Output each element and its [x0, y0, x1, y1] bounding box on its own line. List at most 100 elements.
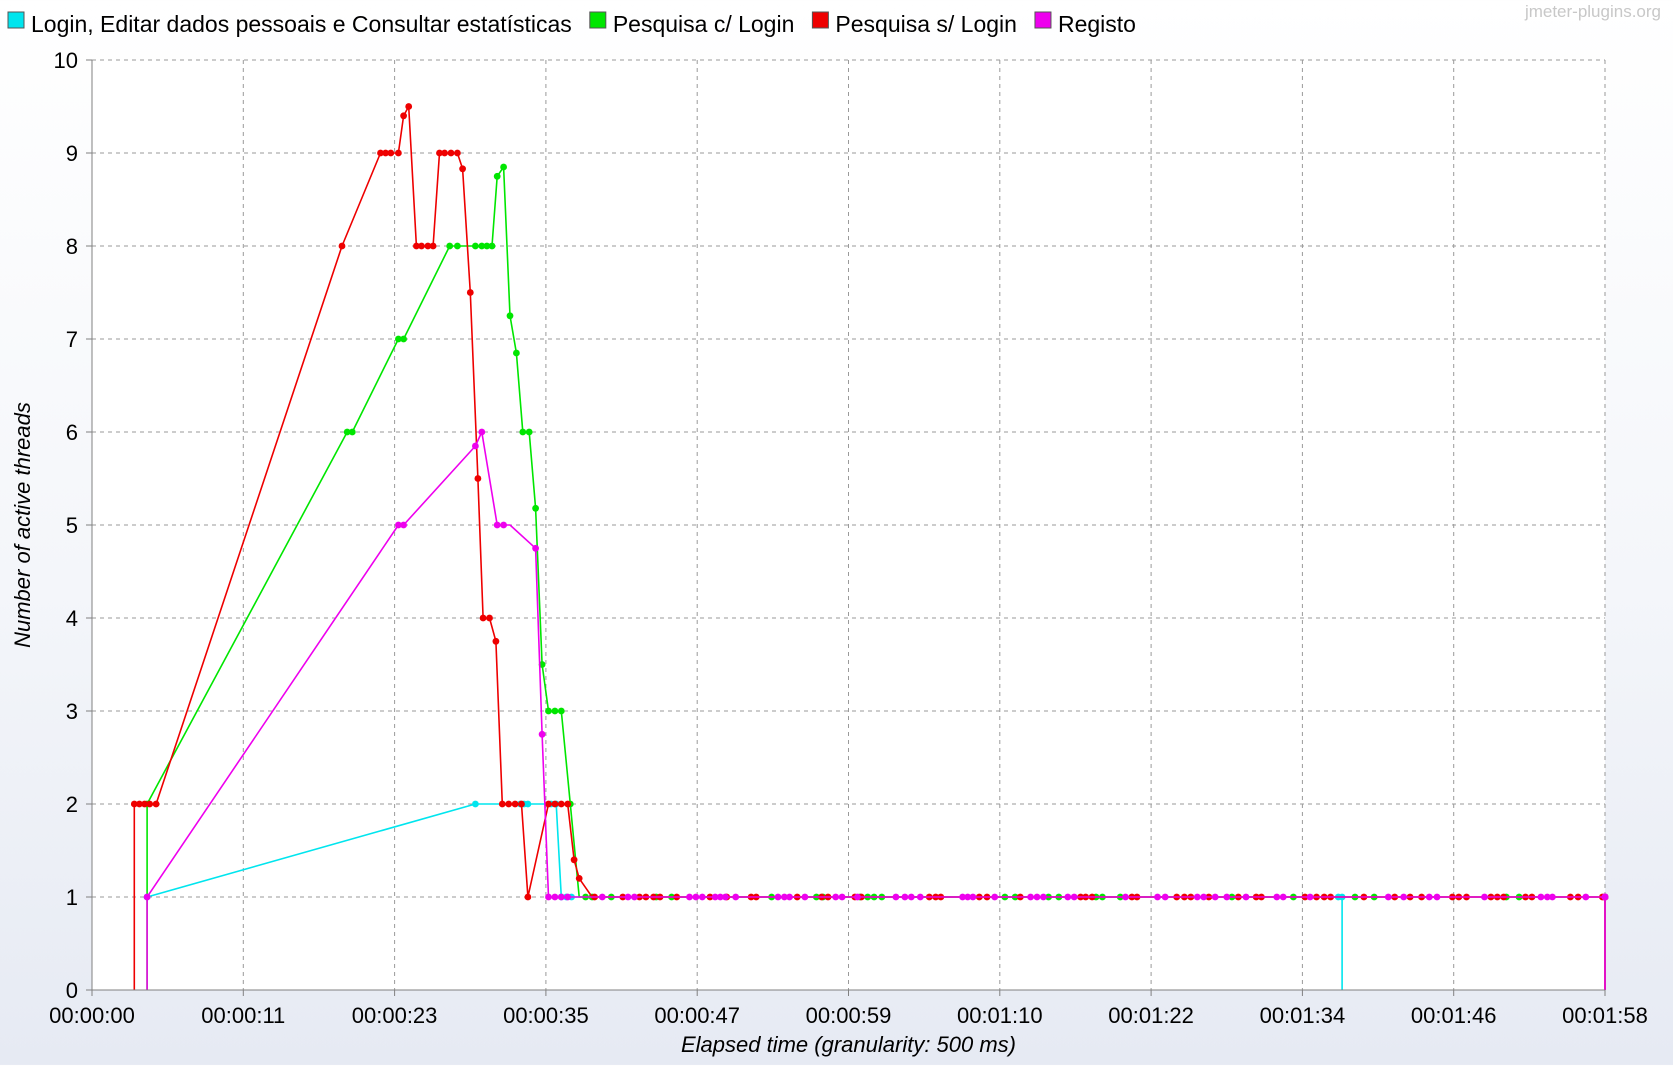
y-tick-label: 8 [66, 234, 78, 259]
data-point [400, 521, 407, 529]
legend-item-4[interactable]: Registo [1034, 11, 1136, 37]
data-point [1223, 893, 1231, 901]
data-point [395, 521, 402, 529]
data-point [141, 800, 149, 808]
data-point [395, 335, 402, 343]
series-layer [130, 103, 1609, 990]
data-point [400, 112, 407, 120]
data-point [551, 800, 559, 808]
data-point [1306, 893, 1314, 901]
data-point [454, 242, 461, 250]
data-point [698, 893, 706, 901]
legend-item-2[interactable]: Pesquisa c/ Login [589, 11, 795, 37]
data-point [1211, 893, 1219, 901]
x-tick-label: 00:00:35 [503, 1003, 589, 1028]
data-point [1601, 893, 1609, 901]
data-point [486, 614, 493, 622]
data-point [532, 544, 539, 552]
data-point [1242, 893, 1250, 901]
data-point [1200, 893, 1208, 901]
data-point [598, 893, 606, 901]
data-point [1549, 893, 1556, 901]
y-tick-label: 6 [66, 420, 78, 445]
data-point [506, 312, 514, 320]
y-tick-label: 2 [66, 792, 78, 817]
y-tick-label: 0 [66, 978, 78, 1003]
data-point [1273, 893, 1281, 901]
data-point [545, 893, 552, 901]
data-point [492, 637, 500, 645]
gridlines [92, 59, 1606, 990]
x-tick-label: 00:01:46 [1411, 1003, 1497, 1028]
data-point [1040, 893, 1047, 901]
y-tick-label: 1 [66, 885, 78, 910]
data-point [1582, 893, 1590, 901]
y-tick-label: 10 [54, 48, 78, 73]
data-point [1279, 893, 1287, 901]
data-point [575, 875, 583, 882]
data-point [557, 800, 565, 808]
data-point [692, 893, 700, 901]
data-point [505, 800, 513, 808]
data-point [781, 893, 788, 901]
x-tick-label: 00:00:47 [654, 1003, 740, 1028]
data-point [557, 893, 565, 901]
data-point [424, 242, 432, 250]
data-point [152, 800, 160, 808]
data-point [488, 242, 496, 250]
data-point [143, 893, 151, 901]
x-axis-title: Elapsed time (granularity: 500 ms) [681, 1032, 1016, 1057]
series-4 [143, 428, 1609, 990]
data-point [146, 800, 154, 808]
data-point [1543, 893, 1551, 901]
data-point [959, 893, 966, 901]
data-point [525, 428, 533, 436]
data-point [454, 149, 461, 157]
data-point [557, 707, 565, 715]
data-point [686, 893, 693, 901]
legend-swatch [589, 11, 607, 29]
data-point [570, 856, 578, 864]
data-point [801, 893, 809, 901]
data-point [1161, 893, 1169, 901]
data-point [500, 521, 507, 529]
data-point [545, 707, 552, 715]
data-point [348, 428, 356, 436]
x-tick-label: 00:01:34 [1260, 1003, 1346, 1028]
data-point [511, 800, 519, 808]
y-tick-label: 9 [66, 141, 78, 166]
data-point [532, 504, 539, 512]
legend-item-1[interactable]: Login, Editar dados pessoais e Consultar… [7, 11, 572, 37]
series-3 [130, 103, 1609, 990]
data-point [1154, 893, 1161, 901]
data-point [1064, 893, 1072, 901]
x-tick-label: 00:00:11 [201, 1003, 285, 1028]
data-point [1384, 893, 1392, 901]
data-point [343, 428, 351, 436]
data-point [418, 242, 425, 250]
data-point [493, 172, 501, 180]
y-tick-label: 4 [66, 606, 78, 631]
data-point [338, 242, 346, 250]
data-point [474, 475, 482, 482]
data-point [513, 349, 520, 357]
data-point [479, 614, 487, 622]
data-point [413, 242, 420, 250]
data-point [732, 893, 740, 901]
data-point [564, 893, 572, 901]
data-point [466, 289, 474, 296]
data-point [441, 149, 448, 157]
data-point [524, 800, 532, 808]
data-point [1122, 893, 1129, 901]
data-point [907, 893, 915, 901]
data-point [136, 800, 143, 808]
data-point [1425, 893, 1433, 901]
x-tick-label: 00:01:10 [957, 1003, 1043, 1028]
data-point [631, 893, 638, 901]
legend-label: Pesquisa s/ Login [835, 11, 1017, 37]
data-point [1433, 893, 1441, 901]
data-point [722, 893, 729, 901]
legend-item-3[interactable]: Pesquisa s/ Login [811, 11, 1017, 37]
